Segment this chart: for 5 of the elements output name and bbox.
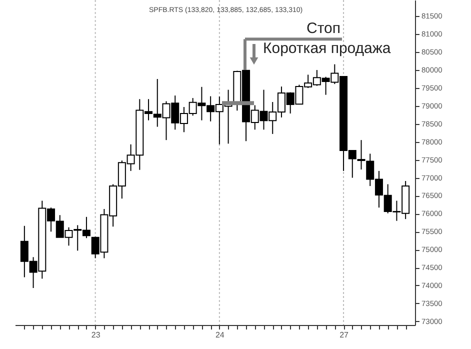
annotation: Короткая продажа <box>263 40 392 57</box>
ref-line-label: Стоп <box>306 20 340 38</box>
x-tick-label: 27 <box>340 330 350 340</box>
x-tick-label: 23 <box>91 330 101 340</box>
x-tick-label: 24 <box>215 330 225 340</box>
